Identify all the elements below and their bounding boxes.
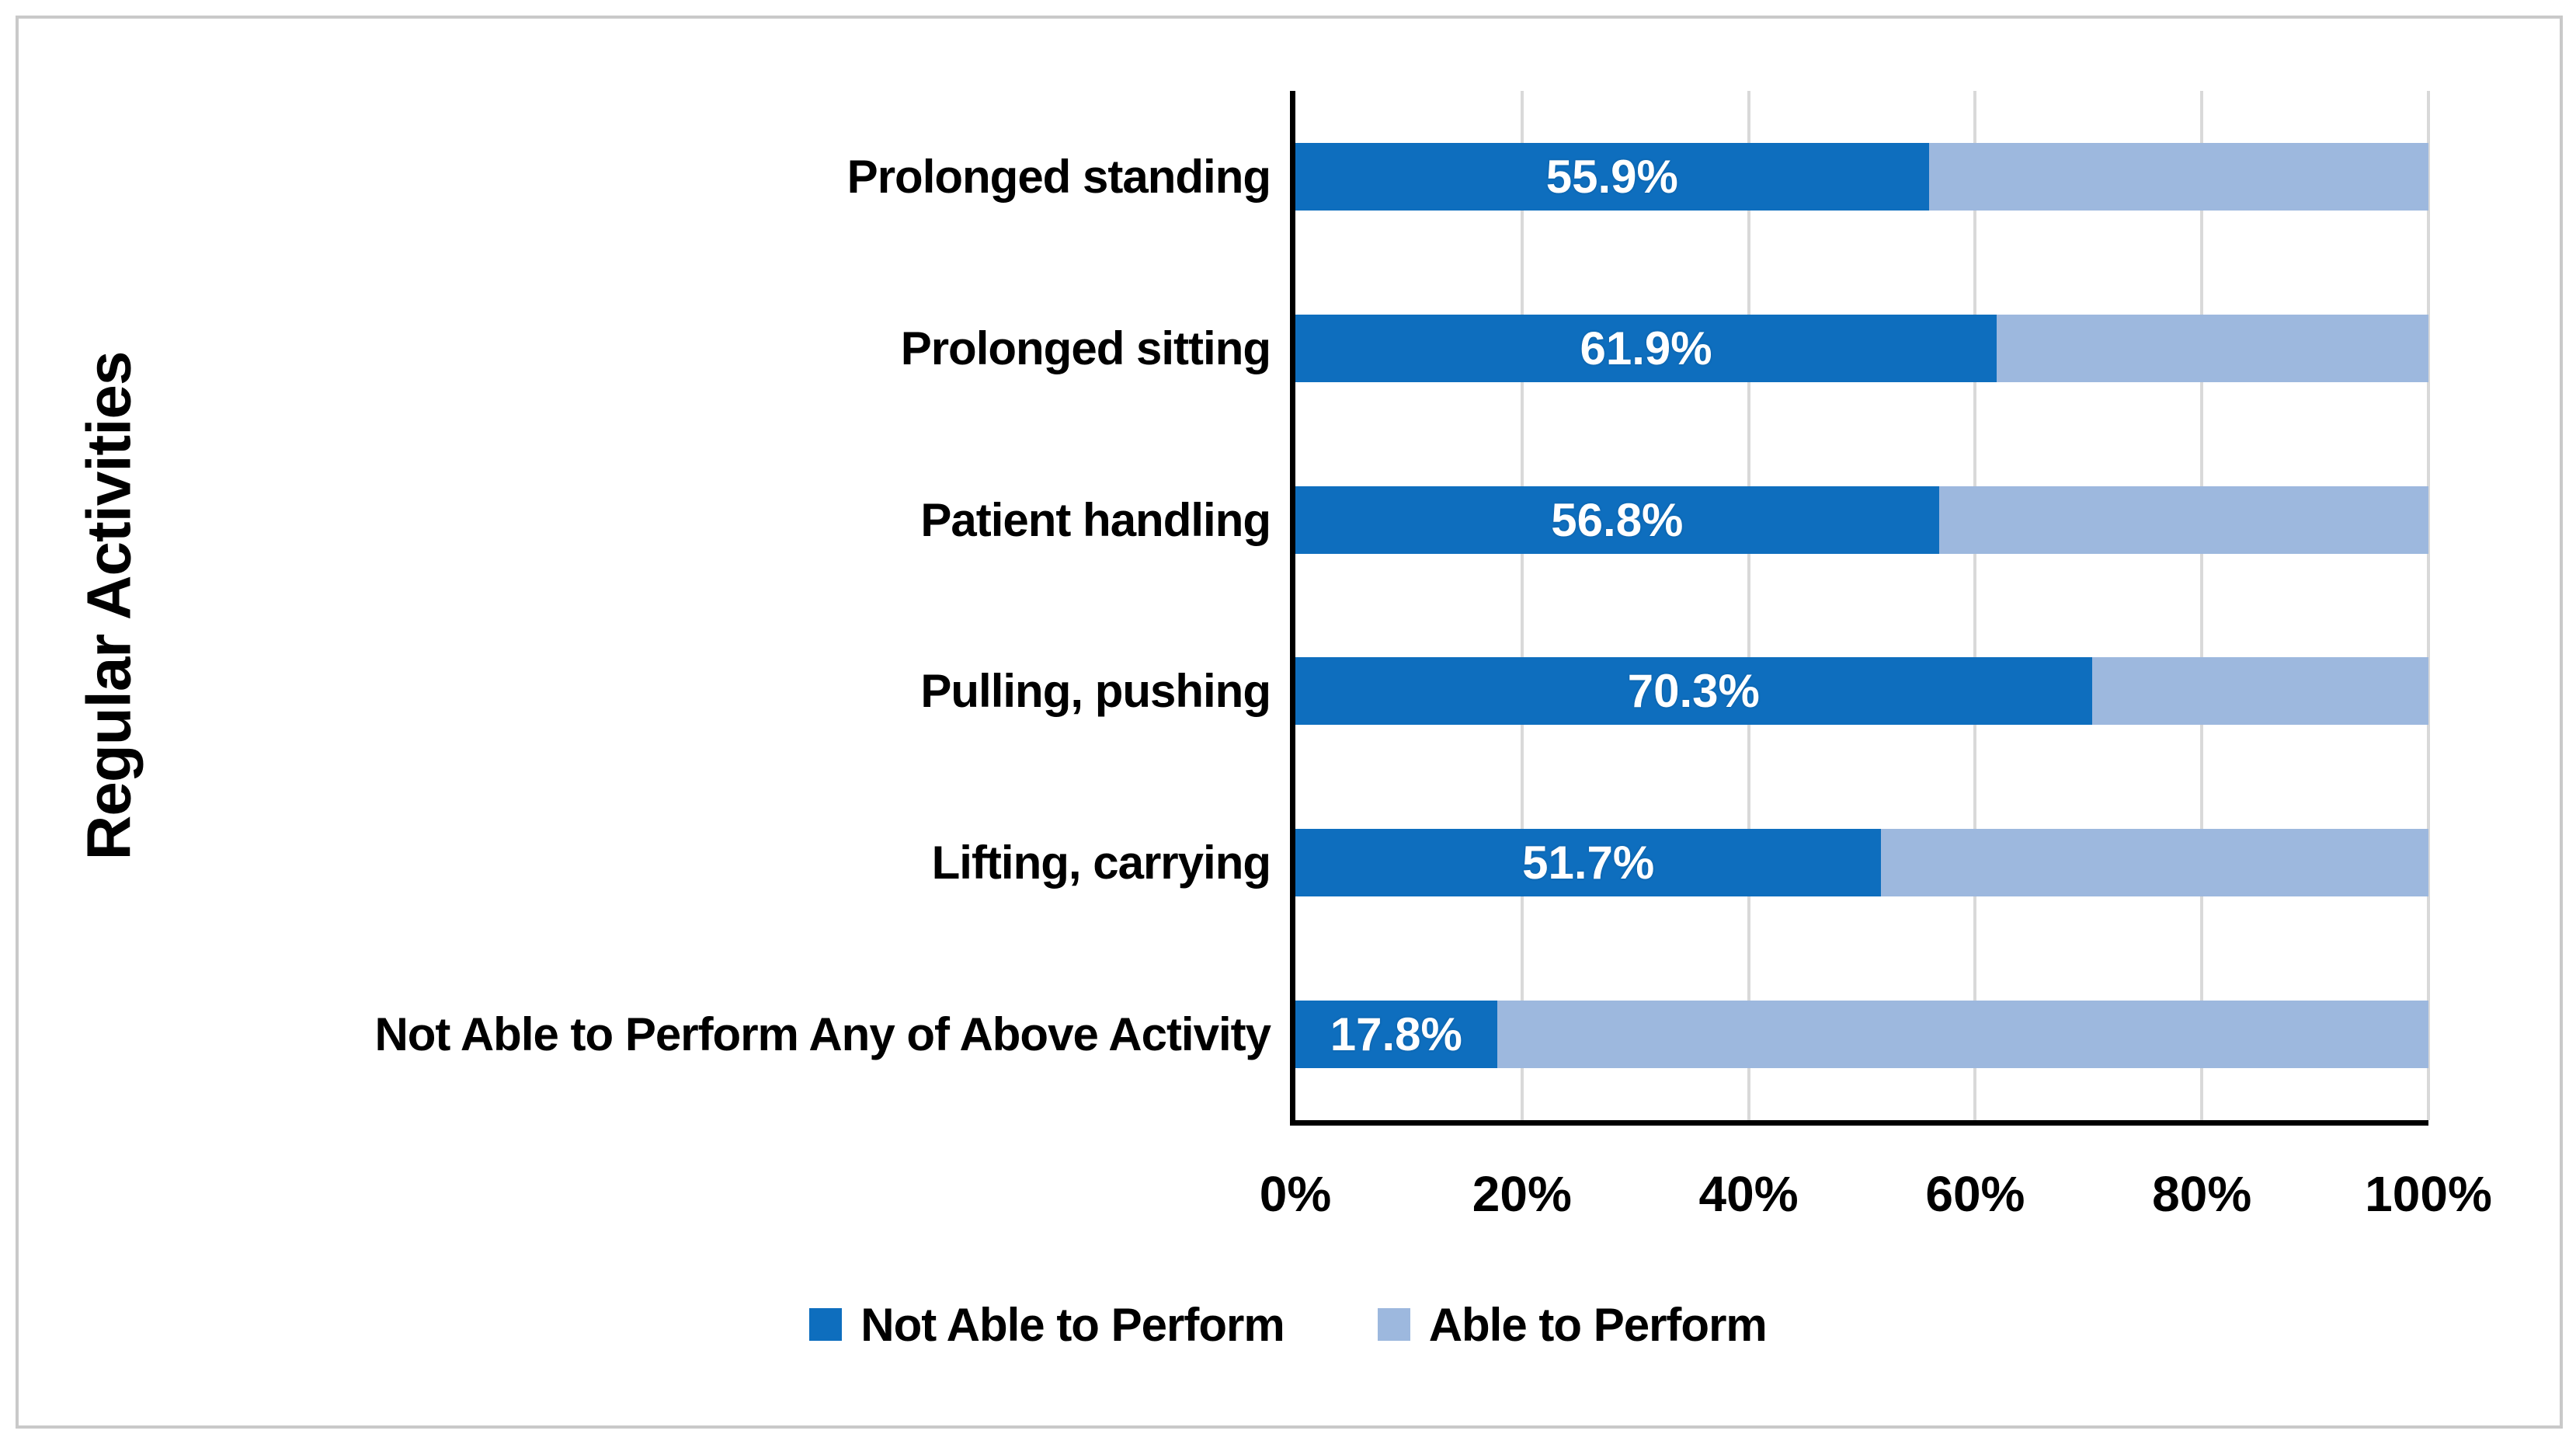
- legend-label-able: Able to Perform: [1428, 1298, 1768, 1351]
- category-label: Not Able to Perform Any of Above Activit…: [374, 1008, 1271, 1061]
- x-tick-label: 40%: [1698, 1166, 1799, 1222]
- bar-value-label: 51.7%: [1522, 837, 1655, 889]
- bar-value-label: 61.9%: [1580, 322, 1712, 374]
- gridline: [2427, 91, 2430, 1120]
- bar-value-label: 56.8%: [1551, 493, 1684, 546]
- bar-row: 55.9%: [1295, 142, 2428, 211]
- legend-entry-able: Able to Perform: [1377, 1298, 1768, 1352]
- legend-swatch-not-able-icon: [809, 1308, 843, 1341]
- gridline: [1973, 91, 1977, 1120]
- bar-segment-able: [1881, 829, 2428, 897]
- x-tick-label: 60%: [1925, 1166, 2025, 1222]
- x-tick-label: 20%: [1472, 1166, 1572, 1222]
- bar-segment-able: [1997, 314, 2428, 382]
- bar-row: 70.3%: [1295, 657, 2428, 726]
- category-label: Prolonged sitting: [900, 322, 1271, 374]
- x-tick-label: 100%: [2365, 1166, 2492, 1222]
- x-tick-label: 0%: [1259, 1166, 1332, 1222]
- bar-segment-able: [1497, 1001, 2428, 1069]
- gridline: [1520, 91, 1524, 1120]
- bar-value-label: 55.9%: [1545, 150, 1678, 203]
- bar-segment-not-able: [1295, 1001, 1497, 1069]
- bar-row: 61.9%: [1295, 314, 2428, 382]
- bar-segment-able: [2091, 657, 2428, 726]
- legend-swatch-able-icon: [1377, 1308, 1410, 1341]
- legend-label-not-able: Not Able to Perform: [860, 1298, 1285, 1351]
- legend: Not Able to Perform Able to Perform: [0, 1286, 2576, 1363]
- category-label: Pulling, pushing: [920, 665, 1271, 718]
- bar-segment-not-able: [1295, 829, 1882, 897]
- bar-segment-not-able: [1295, 142, 1929, 211]
- bar-segment-able: [1928, 142, 2428, 211]
- x-tick-label: 80%: [2152, 1166, 2252, 1222]
- legend-entry-not-able: Not Able to Perform: [809, 1298, 1285, 1352]
- bar-value-label: 17.8%: [1330, 1008, 1462, 1061]
- bar-segment-not-able: [1295, 314, 1997, 382]
- bar-segment-able: [1938, 486, 2428, 554]
- x-axis-line: [1290, 1120, 2428, 1126]
- bar-row: 51.7%: [1295, 829, 2428, 897]
- plot-area: 55.9% 61.9% 56.8% 70.3% 51.7% 17.8%: [1295, 91, 2430, 1120]
- bar-segment-not-able: [1295, 486, 1939, 554]
- bar-value-label: 70.3%: [1627, 665, 1760, 718]
- bar-row: 17.8%: [1295, 1001, 2428, 1069]
- category-label: Patient handling: [920, 493, 1271, 546]
- gridline: [2200, 91, 2204, 1120]
- gridline: [1747, 91, 1750, 1120]
- bar-segment-not-able: [1295, 657, 2092, 726]
- category-label: Prolonged standing: [846, 150, 1271, 203]
- y-axis-line: [1290, 91, 1295, 1126]
- category-label: Lifting, carrying: [931, 837, 1271, 889]
- bar-row: 56.8%: [1295, 486, 2428, 554]
